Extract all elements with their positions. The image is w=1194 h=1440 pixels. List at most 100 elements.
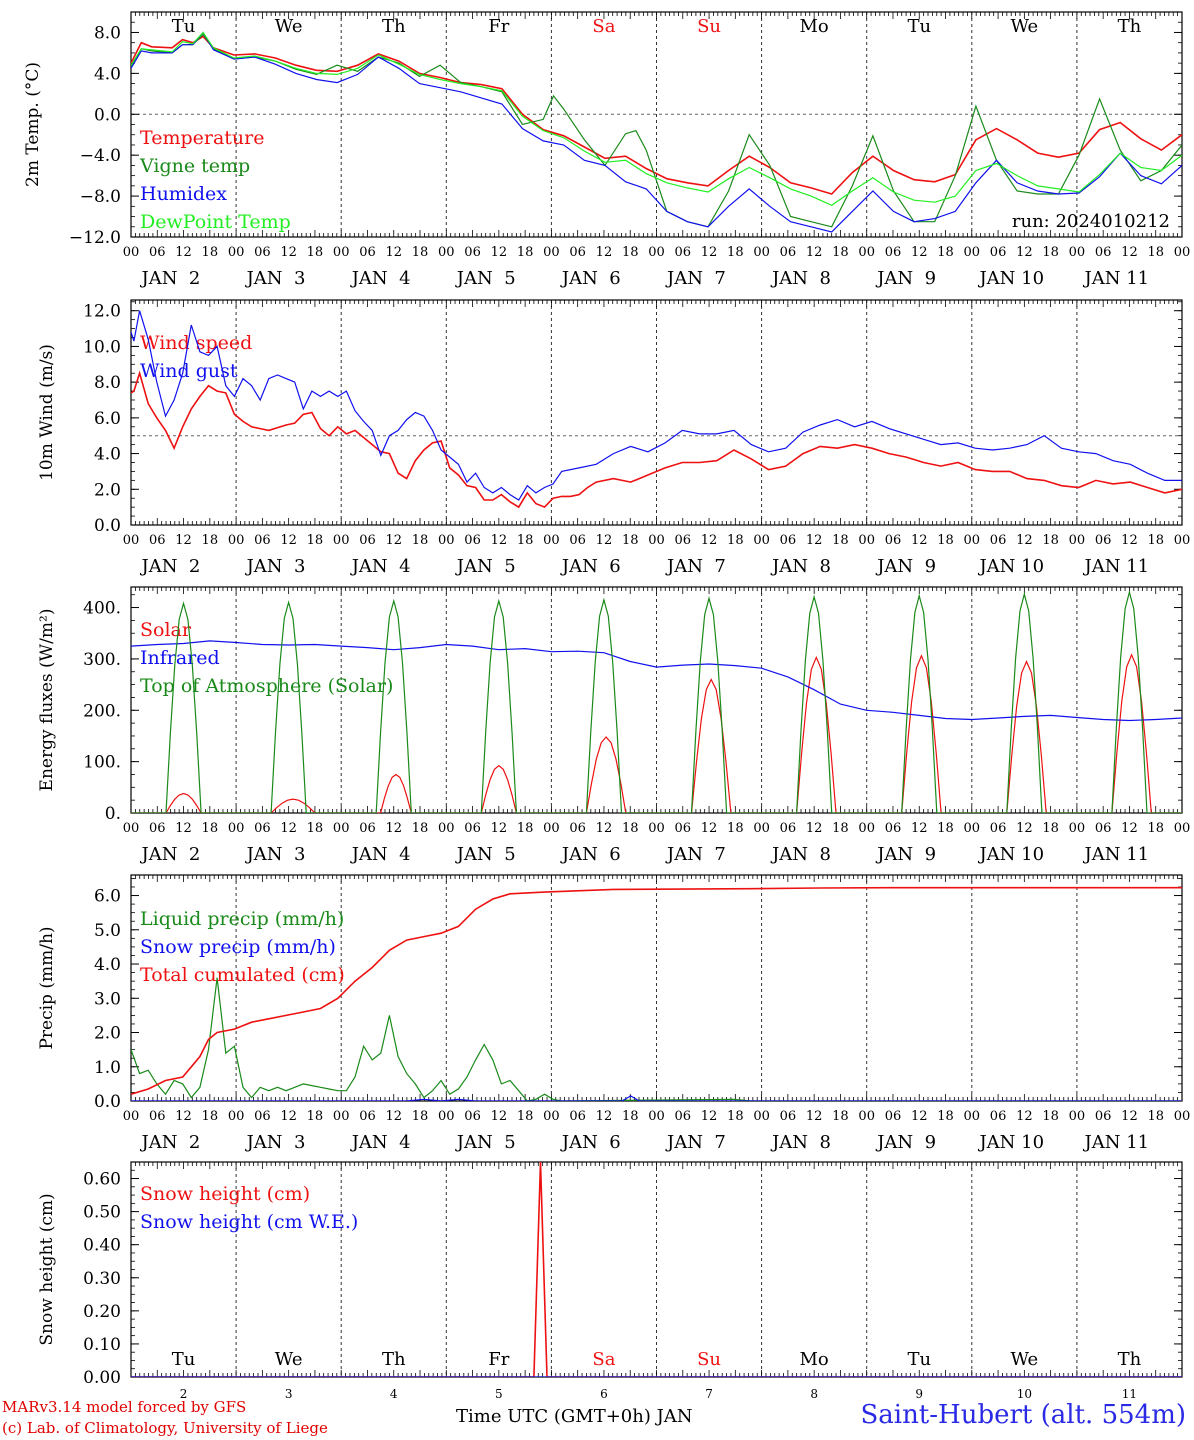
hour-label: 12 — [1016, 245, 1033, 260]
hour-label: 18 — [622, 533, 639, 548]
hour-label: 18 — [937, 1109, 954, 1124]
day-number: 8 — [810, 1387, 818, 1401]
hour-label: 18 — [412, 1109, 429, 1124]
hour-label: 12 — [1016, 533, 1033, 548]
date-label: JAN 11 — [1083, 844, 1150, 865]
hour-label: 00 — [123, 1109, 140, 1124]
hour-label: 06 — [675, 821, 692, 836]
hour-label: 06 — [569, 1109, 586, 1124]
hour-label: 06 — [780, 533, 797, 548]
date-label: JAN 4 — [350, 268, 411, 289]
hour-label: 12 — [491, 821, 508, 836]
date-label: JAN 2 — [140, 556, 201, 577]
y-tick-label: 0.20 — [83, 1302, 121, 1322]
date-label: JAN 4 — [350, 844, 411, 865]
day-name: Fr — [488, 1349, 509, 1370]
hour-label: 00 — [1069, 1109, 1086, 1124]
hour-label: 12 — [701, 533, 718, 548]
hour-label: 00 — [333, 821, 350, 836]
y-tick-label: 200. — [83, 701, 121, 721]
hour-label: 12 — [280, 821, 297, 836]
date-label: JAN 4 — [350, 556, 411, 577]
hour-label: 00 — [964, 533, 981, 548]
hour-label: 12 — [596, 245, 613, 260]
legend-entry: Snow height (cm) — [140, 1183, 310, 1205]
date-label: JAN 6 — [560, 1132, 621, 1153]
hour-label: 12 — [806, 1109, 823, 1124]
hour-label: 00 — [438, 1109, 455, 1124]
y-tick-label: 0.00 — [83, 1368, 121, 1388]
hour-label: 18 — [727, 821, 744, 836]
date-label: JAN 3 — [245, 268, 306, 289]
date-label: JAN 6 — [560, 556, 621, 577]
hour-label: 18 — [937, 245, 954, 260]
y-tick-label: 0.50 — [83, 1203, 121, 1223]
series-line — [131, 310, 1182, 501]
series-line — [131, 640, 1182, 722]
hour-label: 12 — [596, 821, 613, 836]
date-label: JAN 11 — [1083, 1132, 1150, 1153]
series-line — [131, 589, 1182, 813]
hour-label: 18 — [517, 533, 534, 548]
date-label: JAN 7 — [665, 844, 726, 865]
hour-label: 00 — [438, 533, 455, 548]
panel-4: 6.0 5.0 4.0 3.0 2.0 1.0 0.0 Precip (mm/h) 00 06 12… — [37, 874, 1190, 1153]
y-tick-label: 8.0 — [94, 373, 121, 393]
y-tick-label: 0.0 — [94, 516, 121, 536]
legend-entry: Top of Atmosphere (Solar) — [140, 675, 393, 697]
y-axis-label: Snow height (cm) — [37, 1193, 57, 1345]
hour-label: 00 — [543, 533, 560, 548]
hour-label: 18 — [1042, 245, 1059, 260]
y-tick-label: 2.0 — [94, 1024, 121, 1044]
hour-label: 06 — [1095, 533, 1112, 548]
date-label: JAN 5 — [455, 1132, 516, 1153]
hour-label: 18 — [307, 821, 324, 836]
hour-label: 00 — [123, 821, 140, 836]
date-label: JAN 3 — [245, 1132, 306, 1153]
hour-label: 18 — [307, 245, 324, 260]
hour-label: 18 — [832, 245, 849, 260]
hour-label: 12 — [1121, 245, 1138, 260]
panel-2: 12.0 10.0 8.0 6.0 4.0 2.0 0.0 10m Wind (m/s) 00 0… — [37, 299, 1190, 577]
date-label: JAN 9 — [875, 268, 936, 289]
day-number: 10 — [1017, 1387, 1032, 1401]
series-line — [131, 886, 1182, 1095]
y-axis-label: 10m Wind (m/s) — [37, 344, 57, 481]
run-annotation: run: 2024010212 — [1012, 211, 1170, 232]
hour-label: 00 — [1069, 245, 1086, 260]
day-name: Mo — [800, 1349, 829, 1370]
date-label: JAN 10 — [977, 556, 1044, 577]
hour-label: 00 — [1174, 245, 1191, 260]
y-tick-label: 3.0 — [94, 989, 121, 1009]
hour-label: 18 — [832, 533, 849, 548]
hour-label: 00 — [648, 821, 665, 836]
hour-label: 00 — [333, 1109, 350, 1124]
day-name: Mo — [800, 16, 829, 37]
hour-label: 06 — [149, 245, 166, 260]
day-number: 7 — [705, 1387, 713, 1401]
series-line — [131, 1095, 1182, 1101]
hour-label: 06 — [990, 821, 1007, 836]
plot-frame — [130, 299, 1183, 526]
date-label: JAN 10 — [977, 268, 1044, 289]
hour-label: 00 — [858, 1109, 875, 1124]
hour-label: 06 — [675, 245, 692, 260]
time-axis-label: Time UTC (GMT+0h) JAN — [456, 1406, 693, 1427]
date-label: JAN 8 — [770, 268, 831, 289]
hour-label: 12 — [491, 1109, 508, 1124]
y-axis-label: Energy fluxes (W/m²) — [37, 609, 57, 792]
day-name: Sa — [592, 16, 615, 37]
hour-label: 00 — [543, 821, 560, 836]
day-name: Tu — [907, 1349, 931, 1370]
series-line — [131, 31, 1182, 206]
day-number: 5 — [495, 1387, 503, 1401]
date-label: JAN 5 — [455, 556, 516, 577]
legend-entry: Infrared — [140, 647, 220, 669]
y-tick-label: −12.0 — [69, 228, 121, 248]
hour-label: 18 — [622, 245, 639, 260]
date-label: JAN 5 — [455, 268, 516, 289]
hour-label: 12 — [1121, 1109, 1138, 1124]
hour-label: 06 — [885, 821, 902, 836]
date-label: JAN 6 — [560, 268, 621, 289]
series-line — [131, 35, 1182, 195]
